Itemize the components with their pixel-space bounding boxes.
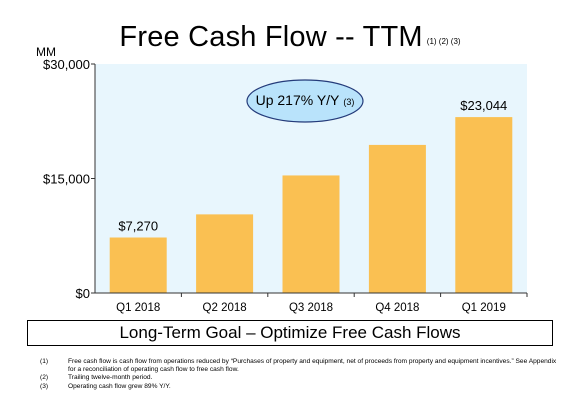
footnote-text: Trailing twelve-month period. [68, 374, 153, 382]
data-label: $7,270 [118, 219, 158, 234]
y-tick-label: $15,000 [43, 172, 90, 187]
data-label: $23,044 [460, 98, 507, 113]
x-tick-label: Q1 2018 [116, 302, 160, 314]
bar-chart: Q1 2018 $7,270 Q2 2018 Q3 2018 Q4 2018 Q1 201… [43, 57, 528, 314]
footnote-3: (3) Operating cash flow grew 89% Y/Y. [40, 383, 560, 391]
bar-q2-2018 [196, 214, 254, 293]
labels-group: Q1 2018 $7,270 Q2 2018 Q3 2018 Q4 2018 Q1 201… [43, 57, 507, 314]
chart-title-text: Free Cash Flow -- TTM [119, 21, 423, 53]
bar-q1-2018 [109, 237, 167, 293]
callout-ellipse [246, 79, 364, 123]
axes-group [91, 63, 528, 297]
footnotes: (1) Free cash flow is cash flow from ope… [40, 358, 560, 391]
goal-banner: Long-Term Goal – Optimize Free Cash Flow… [27, 320, 553, 346]
bars-group [109, 117, 513, 293]
bar-q1-2019 [455, 117, 513, 293]
chart-title: Free Cash Flow -- TTM (1) (2) (3) [0, 20, 580, 59]
footnote-number: (1) [40, 358, 49, 365]
x-tick-label: Q1 2019 [462, 302, 506, 314]
x-tick-label: Q4 2018 [375, 302, 419, 314]
callout-text: Up 217% Y/Y (3) [256, 92, 355, 108]
footnote-number: (2) [40, 374, 49, 382]
x-tick-label: Q3 2018 [289, 302, 333, 314]
callout: Up 217% Y/Y (3) [246, 79, 364, 123]
footnote-2: (2) Trailing twelve-month period. [40, 374, 560, 382]
x-tick-label: Q2 2018 [203, 302, 247, 314]
footnote-text: Operating cash flow grew 89% Y/Y. [68, 382, 171, 390]
footnote-1: (1) Free cash flow is cash flow from ope… [40, 358, 560, 374]
y-tick-label: $30,000 [43, 57, 90, 72]
footnote-number: (3) [40, 382, 49, 390]
unit-label: MM [36, 45, 56, 59]
bar-q4-2018 [368, 144, 426, 293]
y-tick-label: $0 [76, 286, 90, 301]
footnote-text: Free cash flow is cash flow from operati… [68, 358, 557, 374]
title-footnote-refs: (1) (2) (3) [426, 37, 461, 46]
bar-q3-2018 [282, 175, 340, 293]
